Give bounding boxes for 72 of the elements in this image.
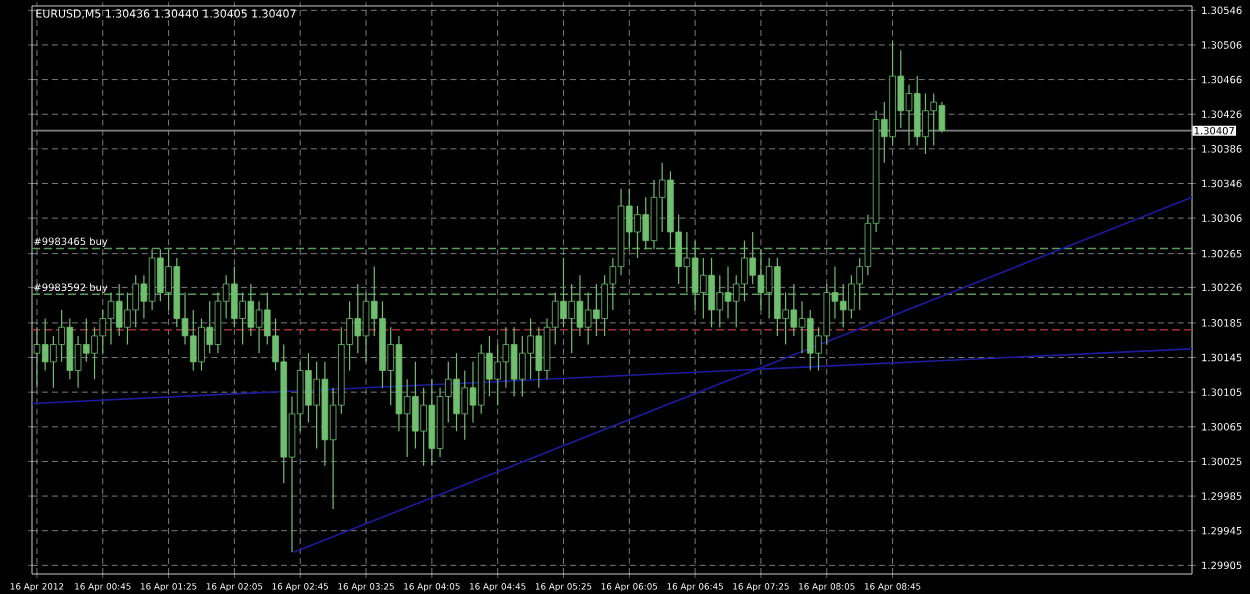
- candlestick: [716, 274, 724, 328]
- candlestick: [214, 291, 222, 354]
- candlestick: [897, 49, 905, 129]
- candlestick: [247, 283, 255, 337]
- candlestick: [469, 361, 477, 424]
- candlestick: [724, 266, 732, 320]
- candlestick: [519, 335, 526, 398]
- candlestick: [41, 317, 49, 372]
- candlestick: [650, 179, 658, 250]
- candlestick: [132, 274, 139, 328]
- candlestick: [807, 309, 814, 372]
- candlestick: [848, 274, 855, 320]
- candlestick: [576, 274, 584, 337]
- candlestick: [453, 352, 460, 432]
- candlestick: [83, 317, 90, 363]
- candlestick: [461, 369, 469, 441]
- candlestick: [593, 283, 600, 337]
- candlestick: [58, 309, 65, 363]
- candlestick: [502, 326, 510, 389]
- candlestick: [708, 257, 715, 328]
- candlestick: [124, 291, 131, 346]
- candlestick: [189, 309, 197, 372]
- candlestick: [634, 205, 641, 259]
- candlestick: [486, 335, 493, 398]
- candlestick: [765, 257, 773, 320]
- candlestick: [757, 248, 765, 311]
- candlestick: [231, 266, 238, 328]
- candlestick: [165, 248, 172, 311]
- candlestick: [798, 300, 806, 354]
- candlestick: [691, 240, 699, 311]
- candlestick: [420, 387, 427, 467]
- candlestick: [510, 326, 518, 398]
- candlestick: [115, 283, 123, 337]
- candlestick: [930, 92, 937, 146]
- candlestick: [568, 283, 575, 354]
- candlestick: [354, 283, 362, 354]
- candlestick: [790, 283, 798, 337]
- candlestick: [412, 361, 419, 450]
- candlestick: [658, 162, 666, 233]
- candlestick: [74, 335, 82, 389]
- candlestick: [362, 291, 370, 363]
- candlestick: [601, 274, 608, 337]
- candlestick: [50, 335, 57, 389]
- candlestick: [839, 283, 847, 328]
- candlestick: [428, 378, 436, 467]
- candlestick: [107, 291, 115, 346]
- candlestick: [66, 317, 74, 380]
- candlestick: [157, 248, 164, 302]
- candlestick: [922, 92, 929, 155]
- candlestick: [255, 300, 263, 354]
- candlestick: [527, 317, 534, 380]
- candlestick: [749, 231, 756, 285]
- candlestick: [535, 326, 543, 389]
- candlestick: [938, 101, 946, 133]
- candlestick: [148, 248, 156, 311]
- candlestick: [99, 309, 107, 354]
- candlestick: [560, 257, 567, 328]
- candlestick: [700, 257, 707, 320]
- candlestick: [305, 352, 312, 424]
- candlestick: [239, 291, 246, 346]
- candlestick: [683, 231, 691, 294]
- candlestick: [741, 240, 748, 302]
- candlestick: [91, 326, 98, 380]
- candlestick: [642, 196, 650, 250]
- candlestick: [494, 343, 501, 406]
- candlestick: [584, 291, 592, 346]
- candlestick: [913, 75, 921, 146]
- candlestick: [33, 326, 41, 389]
- candlestick: [313, 361, 320, 450]
- candlestick: [823, 283, 831, 346]
- candlestick: [387, 326, 394, 406]
- candlestick: [198, 317, 205, 372]
